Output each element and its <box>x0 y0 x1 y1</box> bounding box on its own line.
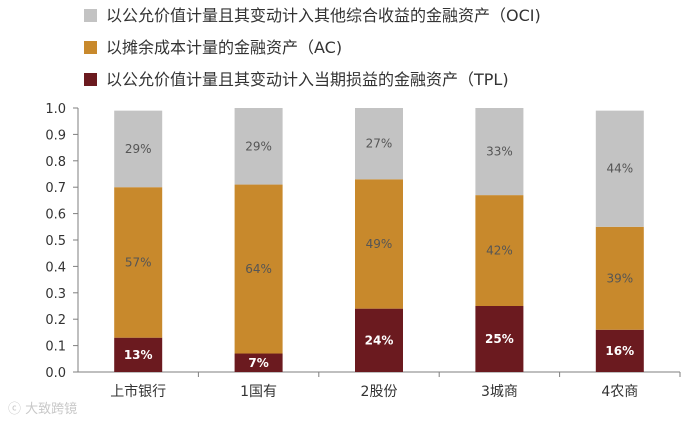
data-label-2-series-0: 24% <box>365 333 394 347</box>
bar-1-series-2 <box>234 108 283 185</box>
bar-2-series-2 <box>355 108 403 180</box>
watermark: ⓒ 大致跨镜 <box>8 398 77 417</box>
data-label-4-series-2: 44% <box>606 162 633 176</box>
data-label-1-series-1: 64% <box>245 262 272 276</box>
data-label-3-series-1: 42% <box>486 244 513 258</box>
x-tick-label-4: 4农商 <box>601 384 638 400</box>
y-tick-label-8: 0.8 <box>45 155 66 170</box>
x-tick-label-3: 3城商 <box>481 384 518 400</box>
bar-0-series-1 <box>114 187 163 338</box>
y-tick-label-3: 0.3 <box>45 287 66 302</box>
data-label-4-series-1: 39% <box>606 271 633 285</box>
bar-3-series-1 <box>475 195 524 306</box>
legend-label-1: 以摊余成本计量的金融资产（AC) <box>106 38 342 57</box>
y-tick-label-0: 0.0 <box>45 366 66 381</box>
data-label-2-series-1: 49% <box>366 237 393 251</box>
x-tick-label-1: 1国有 <box>240 384 277 400</box>
watermark-logo-icon: ⓒ <box>8 402 22 417</box>
bar-0-series-0 <box>114 337 163 372</box>
legend-swatch-0 <box>84 9 97 22</box>
y-tick-label-2: 0.2 <box>45 313 66 328</box>
legend-label-0: 以公允价值计量且其变动计入其他综合收益的金融资产（OCI) <box>106 6 541 25</box>
data-label-1-series-0: 7% <box>248 356 268 370</box>
data-label-0-series-1: 57% <box>125 255 152 269</box>
data-label-3-series-2: 33% <box>486 145 513 159</box>
y-tick-label-9: 0.9 <box>45 128 66 143</box>
bar-2-series-1 <box>355 179 403 309</box>
y-tick-label-7: 0.7 <box>45 181 66 196</box>
data-label-2-series-2: 27% <box>366 137 393 151</box>
bar-4-series-2 <box>595 110 644 227</box>
bar-4-series-0 <box>595 329 644 372</box>
y-tick-label-6: 0.6 <box>45 208 66 223</box>
legend-swatch-2 <box>84 73 97 86</box>
y-tick-label-10: 1.0 <box>45 102 66 117</box>
data-label-3-series-0: 25% <box>485 332 514 346</box>
x-tick-label-2: 2股份 <box>361 384 398 400</box>
legend-swatch-1 <box>84 41 97 54</box>
data-label-4-series-0: 16% <box>605 344 634 358</box>
bar-1-series-1 <box>234 184 283 354</box>
y-tick-label-5: 0.5 <box>45 234 66 249</box>
bar-3-series-2 <box>475 108 524 196</box>
data-label-1-series-2: 29% <box>245 139 272 153</box>
bar-2-series-0 <box>355 308 403 372</box>
x-tick-label-0: 上市银行 <box>110 383 166 400</box>
bar-0-series-2 <box>114 110 163 188</box>
bar-4-series-1 <box>595 226 644 330</box>
y-tick-label-4: 0.4 <box>45 260 66 275</box>
legend-label-2: 以公允价值计量且其变动计入当期损益的金融资产（TPL) <box>106 70 509 89</box>
data-label-0-series-0: 13% <box>124 348 153 362</box>
bar-1-series-0 <box>234 353 283 372</box>
watermark-text: 大致跨镜 <box>25 402 78 417</box>
data-label-0-series-2: 29% <box>125 142 152 156</box>
y-tick-label-1: 0.1 <box>45 340 66 355</box>
bar-3-series-0 <box>475 306 524 372</box>
